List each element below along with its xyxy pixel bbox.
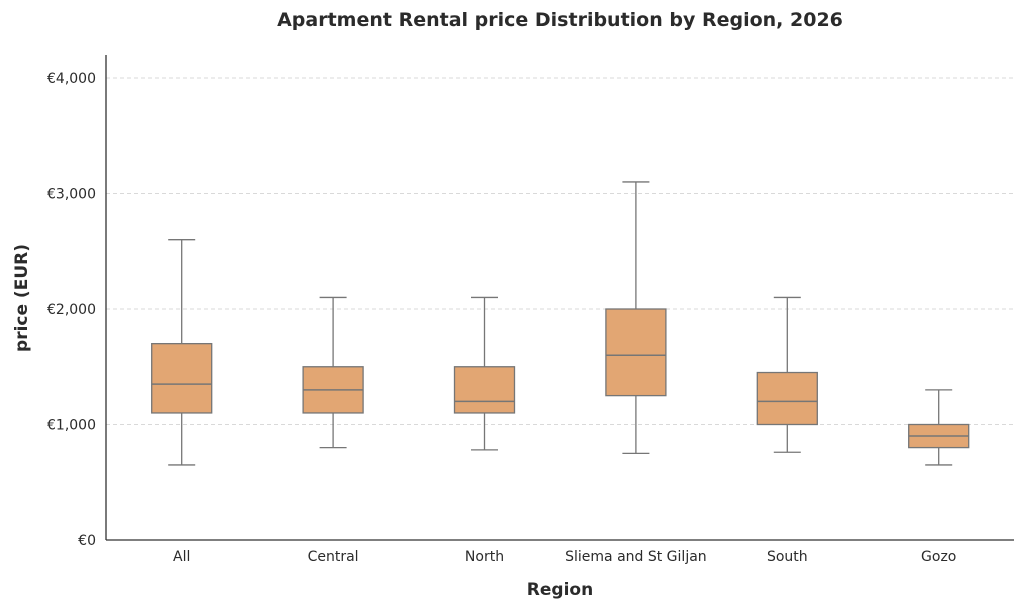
box-all: [151, 239, 213, 466]
x-tick-label: South: [767, 549, 808, 565]
x-axis-label: Region: [527, 580, 593, 600]
y-tick-label: €0: [78, 533, 96, 549]
box-gozo: [908, 389, 970, 466]
y-tick-label: €3,000: [47, 187, 96, 203]
x-tick-label: Sliema and St Giljan: [565, 549, 707, 565]
y-tick-label: €4,000: [47, 71, 96, 87]
y-axis-label: price (EUR): [12, 244, 32, 352]
box-central: [302, 296, 364, 449]
x-tick-label: All: [173, 549, 190, 565]
x-tick-label: North: [465, 549, 504, 565]
x-axis-ticks: All Central North Sliema and St Giljan South…: [173, 549, 956, 565]
y-tick-label: €1,000: [47, 418, 96, 434]
box-north: [453, 296, 516, 451]
iqr-box: [151, 342, 213, 414]
boxes: [151, 181, 970, 466]
chart-title: Apartment Rental price Distribution by R…: [277, 9, 843, 31]
grid-lines: [106, 77, 1014, 425]
iqr-box: [756, 371, 818, 426]
box-sliema-and-st-giljan: [605, 181, 667, 455]
x-tick-label: Gozo: [921, 549, 956, 565]
box-south: [756, 296, 818, 453]
y-tick-label: €2,000: [47, 302, 96, 318]
iqr-box: [605, 308, 667, 397]
iqr-box: [453, 366, 516, 414]
y-axis-ticks: €0 €1,000 €2,000 €3,000 €4,000: [47, 71, 96, 549]
x-tick-label: Central: [308, 549, 359, 565]
